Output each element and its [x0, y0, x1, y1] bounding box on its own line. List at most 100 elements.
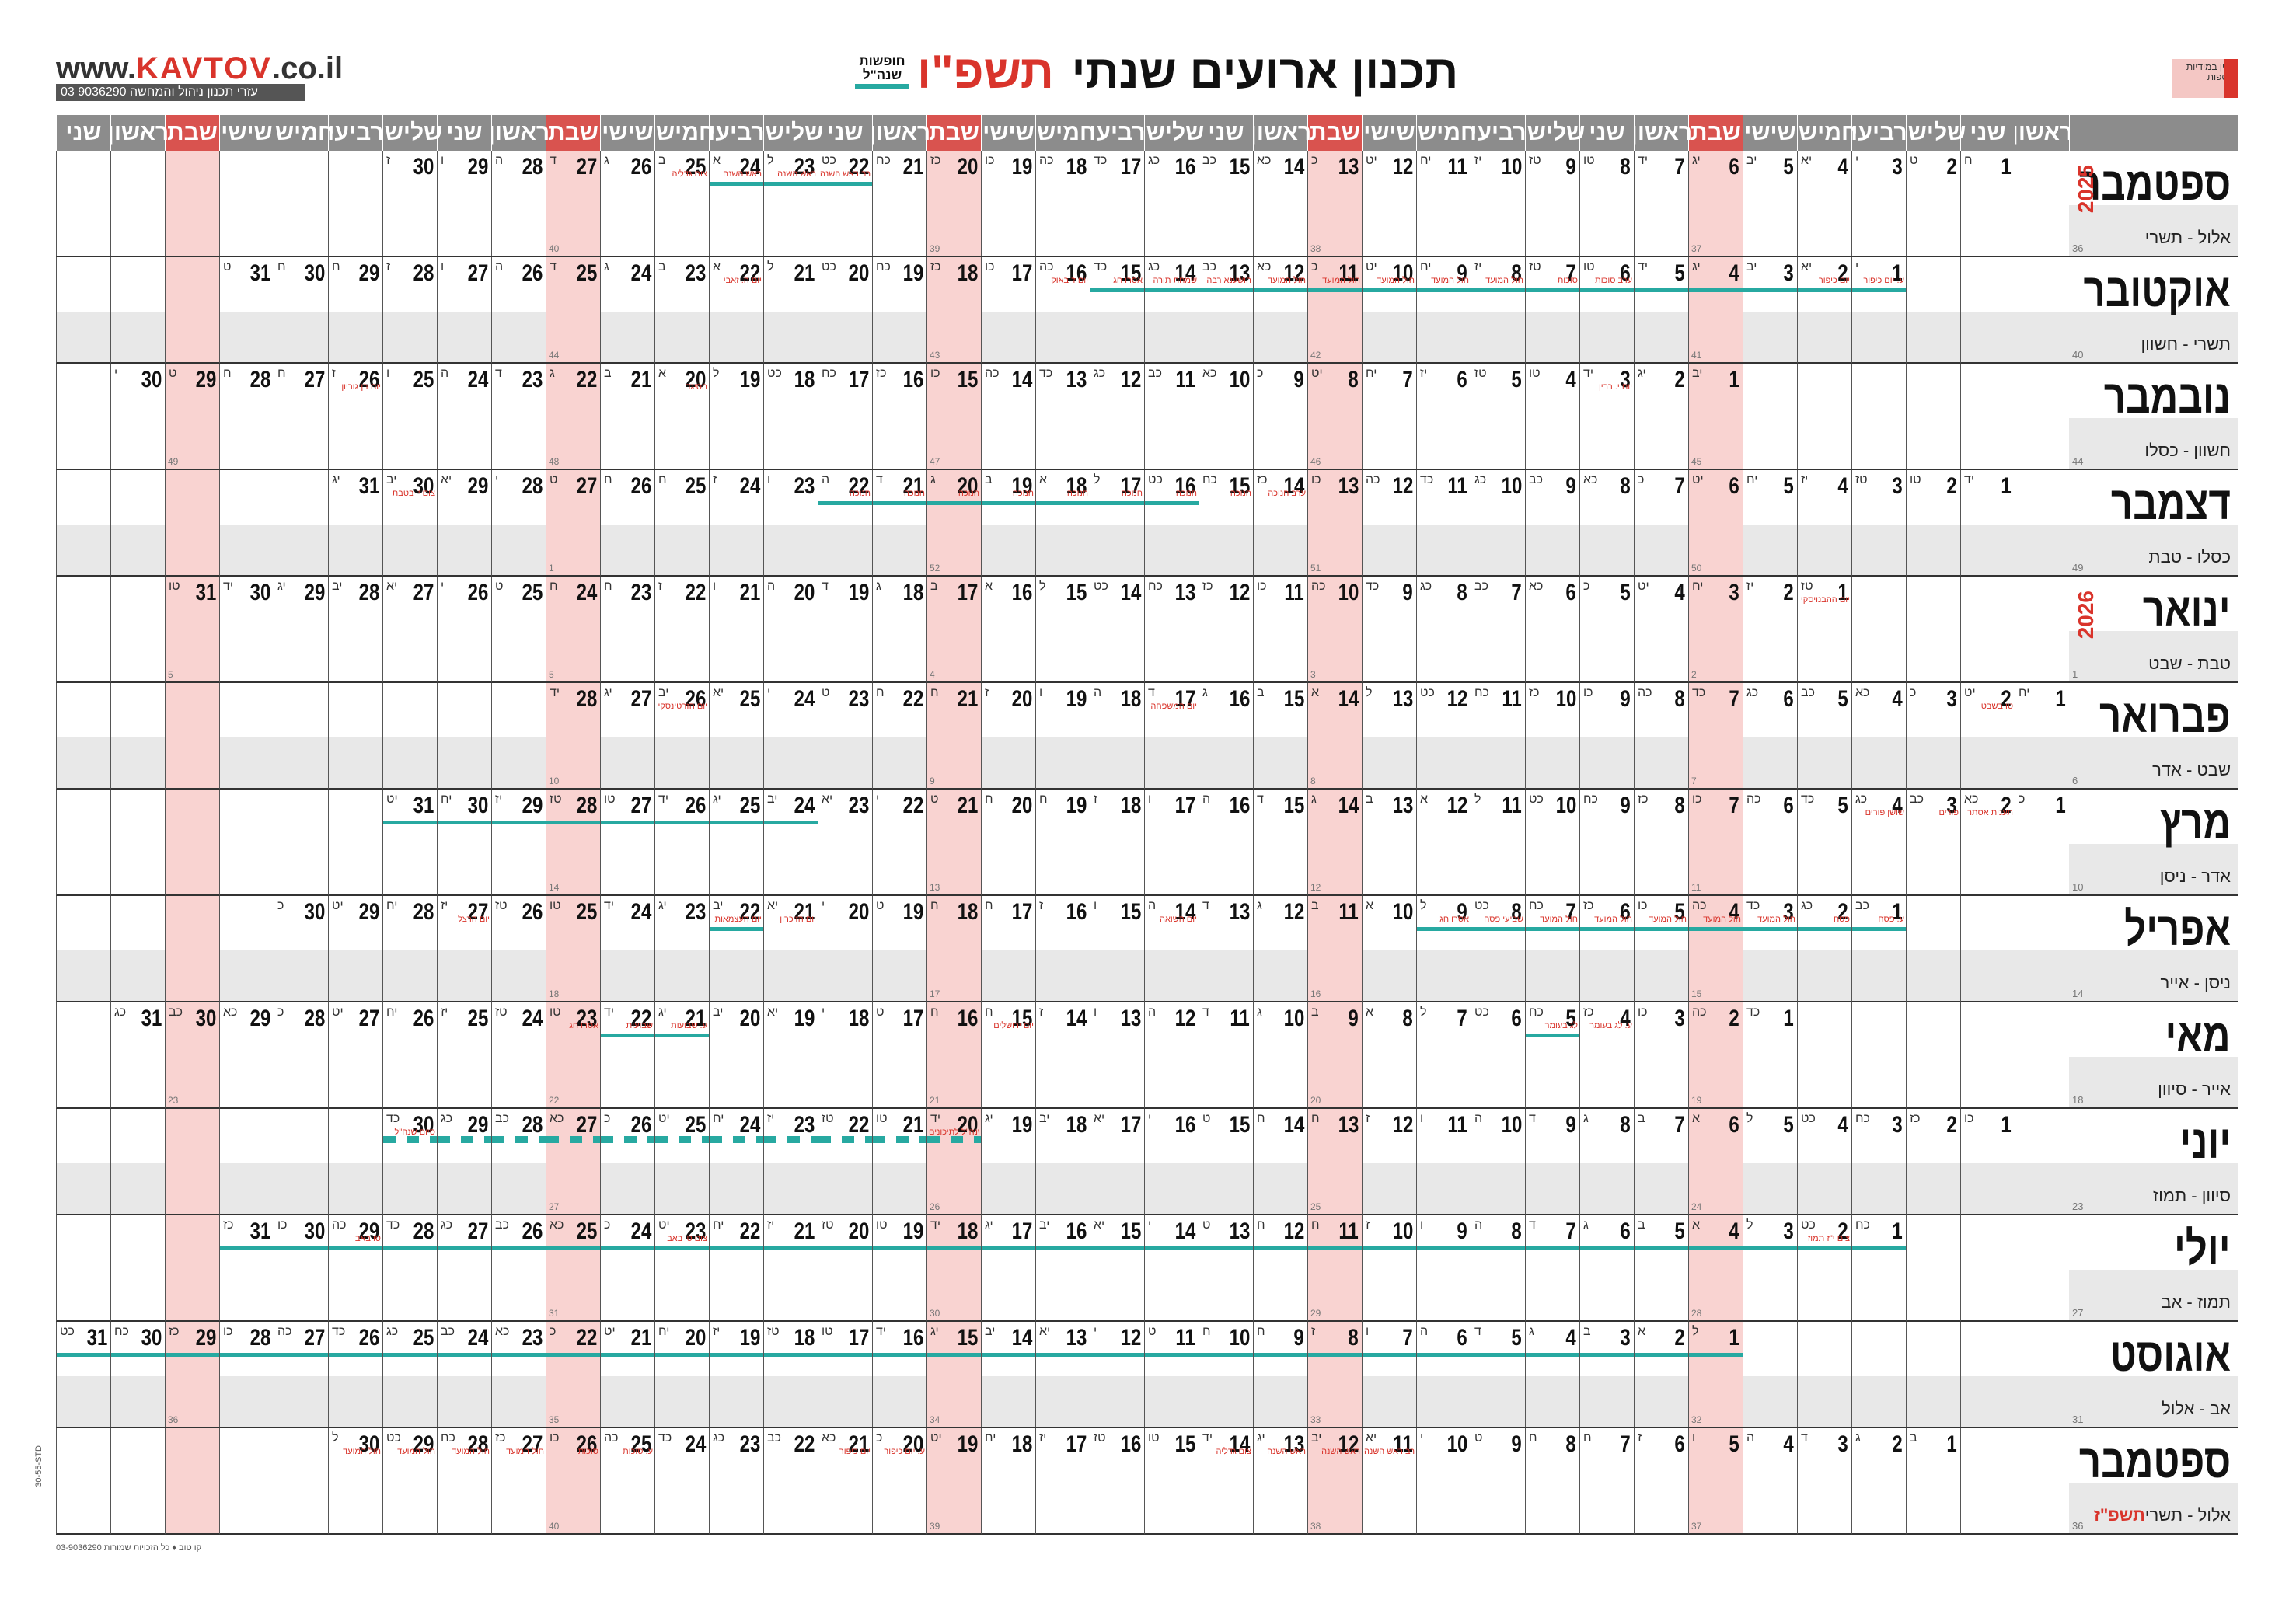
day-cell-12[interactable]: 12 כה: [1362, 470, 1416, 577]
day-cell-26[interactable]: 26 ג: [600, 151, 654, 257]
day-cell-27[interactable]: 27 כז חול המועד: [491, 1428, 546, 1535]
day-cell-2[interactable]: 2 כג פסח: [1797, 896, 1851, 1002]
day-cell-21[interactable]: 21 ט 13: [926, 790, 981, 896]
day-cell-12[interactable]: 12 ה: [1144, 1002, 1199, 1109]
day-cell-15[interactable]: 15 כו 47: [926, 364, 981, 470]
day-cell-8[interactable]: 8 ז 33: [1307, 1322, 1362, 1428]
day-cell-15[interactable]: 15 יא: [1090, 1215, 1144, 1322]
day-cell-25[interactable]: 25 ח: [654, 470, 709, 577]
day-cell-28[interactable]: 28 כד: [382, 1215, 437, 1322]
day-cell-3[interactable]: 3 יב: [1743, 257, 1797, 364]
day-cell-22[interactable]: 22 א יום ה. זאבי: [709, 257, 763, 364]
day-cell-12[interactable]: 12 כא חול המועד: [1253, 257, 1307, 364]
day-cell-21[interactable]: 21 ד חנוכה: [872, 470, 926, 577]
day-cell-13[interactable]: 13 יג ראש השנה: [1253, 1428, 1307, 1535]
day-cell-11[interactable]: 11 כח: [1471, 683, 1525, 790]
day-cell-18[interactable]: 18 יח: [981, 1428, 1035, 1535]
day-cell-23[interactable]: 23 יא: [818, 790, 872, 896]
day-cell-9[interactable]: 9 כח: [1579, 790, 1634, 896]
day-cell-27[interactable]: 27 טו: [600, 790, 654, 896]
day-cell-2[interactable]: 2 יא יום כיפור: [1797, 257, 1851, 364]
day-cell-15[interactable]: 15 ד: [1253, 790, 1307, 896]
day-cell-5[interactable]: 5 יד: [1634, 257, 1688, 364]
day-cell-26[interactable]: 26 יח: [382, 1002, 437, 1109]
day-cell-8[interactable]: 8 יז חול המועד: [1471, 257, 1525, 364]
day-cell-27[interactable]: 27 יז יום הרצל: [437, 896, 491, 1002]
day-cell-31[interactable]: 31 יט: [382, 790, 437, 896]
day-cell-1[interactable]: 1 טז יום ההבנויסקי: [1797, 577, 1851, 683]
day-cell-15[interactable]: 15 ח יום ירושלים: [981, 1002, 1035, 1109]
day-cell-26[interactable]: 26 יד: [654, 790, 709, 896]
day-cell-14[interactable]: 14 כט: [1090, 577, 1144, 683]
day-cell-12[interactable]: 12 כז: [1199, 577, 1253, 683]
day-cell-13[interactable]: 13 ח 25: [1307, 1109, 1362, 1215]
day-cell-19[interactable]: 19 כח: [872, 257, 926, 364]
day-cell-6[interactable]: 6 כג: [1743, 683, 1797, 790]
day-cell-20[interactable]: 20 כ ע. יום כיפור: [872, 1428, 926, 1535]
day-cell-8[interactable]: 8 כט שביעי פסח: [1471, 896, 1525, 1002]
day-cell-15[interactable]: 15 ל: [1035, 577, 1090, 683]
day-cell-29[interactable]: 29 יט: [328, 896, 382, 1002]
day-cell-15[interactable]: 15 טו: [1144, 1428, 1199, 1535]
day-cell-29[interactable]: 29 יג: [274, 577, 328, 683]
day-cell-21[interactable]: 21 ל: [763, 257, 818, 364]
day-cell-24[interactable]: 24 כב: [437, 1322, 491, 1428]
day-cell-23[interactable]: 23 כא: [491, 1322, 546, 1428]
day-cell-4[interactable]: 4 כג שושן פורים: [1851, 790, 1906, 896]
day-cell-21[interactable]: 21 יג ע. שבועות: [654, 1002, 709, 1109]
day-cell-1[interactable]: 1 כח: [1851, 1215, 1906, 1322]
day-cell-26[interactable]: 26 ח: [600, 470, 654, 577]
day-cell-21[interactable]: 21 ו: [709, 577, 763, 683]
day-cell-25[interactable]: 25 ד 44: [546, 257, 600, 364]
day-cell-23[interactable]: 23 ד: [491, 364, 546, 470]
day-cell-8[interactable]: 8 יט 46: [1307, 364, 1362, 470]
day-cell-26[interactable]: 26 כו 40 סוכות: [546, 1428, 600, 1535]
day-cell-7[interactable]: 7 טז סוכות: [1525, 257, 1579, 364]
day-cell-21[interactable]: 21 יט: [600, 1322, 654, 1428]
day-cell-5[interactable]: 5 יח: [1743, 470, 1797, 577]
day-cell-30[interactable]: 30 כ: [274, 896, 328, 1002]
day-cell-22[interactable]: 22 טז: [818, 1109, 872, 1215]
day-cell-12[interactable]: 12 א: [1416, 790, 1471, 896]
day-cell-4[interactable]: 4 א 28: [1688, 1215, 1743, 1322]
day-cell-9[interactable]: 9 כב: [1525, 470, 1579, 577]
day-cell-23[interactable]: 23 ל ראש השנה: [763, 151, 818, 257]
day-cell-7[interactable]: 7 כד 7: [1688, 683, 1743, 790]
day-cell-10[interactable]: 10 כג: [1471, 470, 1525, 577]
day-cell-24[interactable]: 24 כד: [654, 1428, 709, 1535]
day-cell-5[interactable]: 5 טז: [1471, 364, 1525, 470]
day-cell-26[interactable]: 26 כד: [328, 1322, 382, 1428]
day-cell-17[interactable]: 17 ט: [872, 1002, 926, 1109]
day-cell-15[interactable]: 15 ו: [1090, 896, 1144, 1002]
day-cell-23[interactable]: 23 ח: [600, 577, 654, 683]
day-cell-1[interactable]: 1 יב 45: [1688, 364, 1743, 470]
day-cell-14[interactable]: 14 כא: [1253, 151, 1307, 257]
day-cell-14[interactable]: 14 א 8: [1307, 683, 1362, 790]
day-cell-18[interactable]: 18 כה: [1035, 151, 1090, 257]
day-cell-28[interactable]: 28 כ: [274, 1002, 328, 1109]
day-cell-9[interactable]: 9 כו: [1579, 683, 1634, 790]
day-cell-24[interactable]: 24 ח 5: [546, 577, 600, 683]
day-cell-16[interactable]: 16 א: [981, 577, 1035, 683]
day-cell-17[interactable]: 17 יז: [1035, 1428, 1090, 1535]
day-cell-25[interactable]: 25 טו 18: [546, 896, 600, 1002]
day-cell-12[interactable]: 12 יב 38 ראש השנה: [1307, 1428, 1362, 1535]
day-cell-16[interactable]: 16 ה: [1199, 790, 1253, 896]
day-cell-20[interactable]: 20יד26סיום שנה"ל לתיכונים: [926, 1109, 981, 1215]
day-cell-10[interactable]: 10 ה: [1471, 1109, 1525, 1215]
day-cell-11[interactable]: 11 ח 29: [1307, 1215, 1362, 1322]
day-cell-28[interactable]: 28 ה: [491, 151, 546, 257]
day-cell-22[interactable]: 22 ה חנוכה: [818, 470, 872, 577]
day-cell-17[interactable]: 17 טו: [818, 1322, 872, 1428]
day-cell-9[interactable]: 9 יח חול המועד: [1416, 257, 1471, 364]
day-cell-17[interactable]: 17 ב 4: [926, 577, 981, 683]
day-cell-22[interactable]: 22 יד שבועות: [600, 1002, 654, 1109]
day-cell-30[interactable]: 30 כח: [110, 1322, 165, 1428]
